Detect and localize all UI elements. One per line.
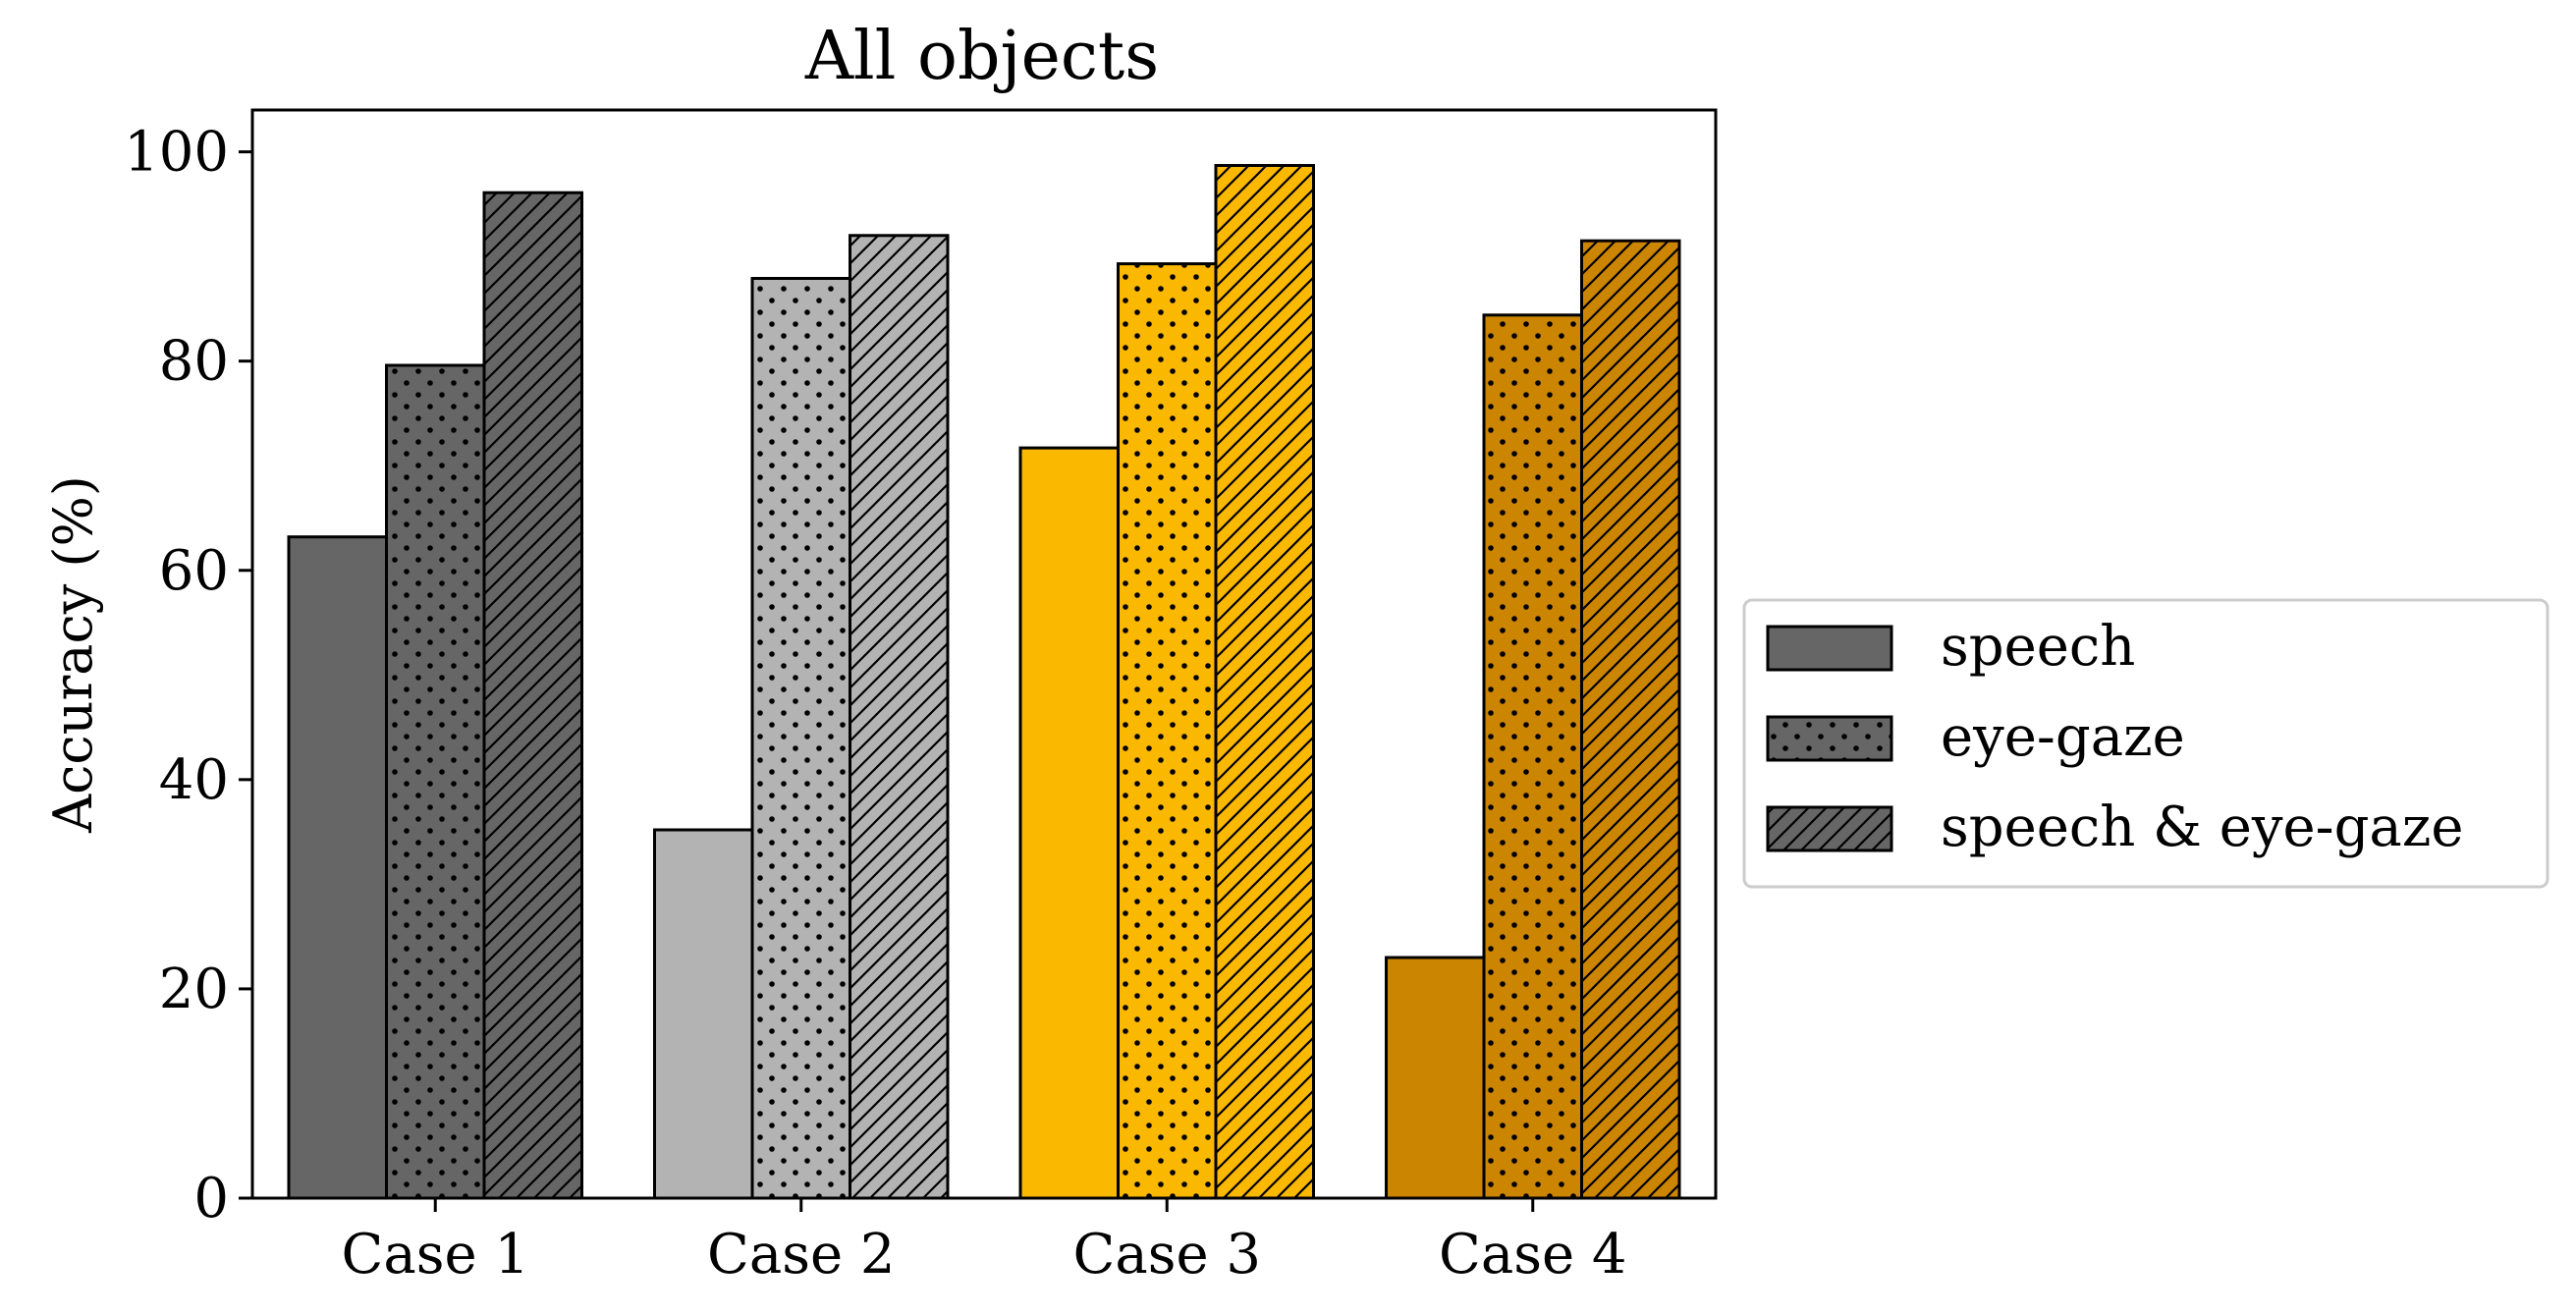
bar-1-speech <box>287 535 388 1200</box>
y-axis-label: Accuracy (%) <box>42 475 104 834</box>
y-axis-ticks: 0 20 40 60 80 100 <box>124 121 252 1231</box>
x-tick-label: Case 3 <box>1072 1223 1261 1287</box>
x-axis-ticks: Case 1 Case 2 Case 3 Case 4 <box>341 1198 1627 1287</box>
y-tick-label: 0 <box>193 1167 229 1231</box>
plot-area-frame <box>250 108 1718 1200</box>
legend-swatch <box>1766 805 1893 852</box>
bar-2-speech-eye-gaze <box>849 234 950 1200</box>
y-tick-label: 40 <box>159 748 229 812</box>
bars-group <box>287 164 1681 1200</box>
x-tick-label: Case 1 <box>341 1223 529 1287</box>
legend-swatch <box>1766 625 1893 672</box>
bar-4-speech-eye-gaze <box>1580 239 1681 1200</box>
bar-2-eye-gaze <box>750 277 851 1200</box>
legend-frame <box>1742 598 2549 889</box>
y-tick-label: 100 <box>124 121 229 185</box>
bar-3-eye-gaze <box>1117 262 1218 1200</box>
bar-4-speech <box>1385 956 1486 1200</box>
y-tick-label: 80 <box>159 330 229 394</box>
bar-2-speech <box>653 828 754 1200</box>
bar-3-speech-eye-gaze <box>1214 164 1315 1200</box>
legend-label: speech & eye-gaze <box>1941 795 2463 859</box>
y-tick-label: 60 <box>159 539 229 603</box>
bar-4-eye-gaze <box>1482 313 1583 1200</box>
legend-label: speech <box>1941 615 2135 679</box>
legend-label: eye-gaze <box>1941 705 2185 769</box>
bar-3-speech <box>1018 446 1120 1200</box>
x-tick-label: Case 2 <box>707 1223 896 1287</box>
chart-title: All objects <box>804 18 1159 95</box>
bar-1-speech-eye-gaze <box>482 191 583 1200</box>
bar-1-eye-gaze <box>385 363 486 1200</box>
legend-swatch <box>1766 715 1893 762</box>
legend: speech eye-gaze speech & eye-gaze <box>1742 598 2549 889</box>
x-tick-label: Case 4 <box>1439 1223 1627 1287</box>
y-tick-label: 20 <box>159 958 229 1021</box>
